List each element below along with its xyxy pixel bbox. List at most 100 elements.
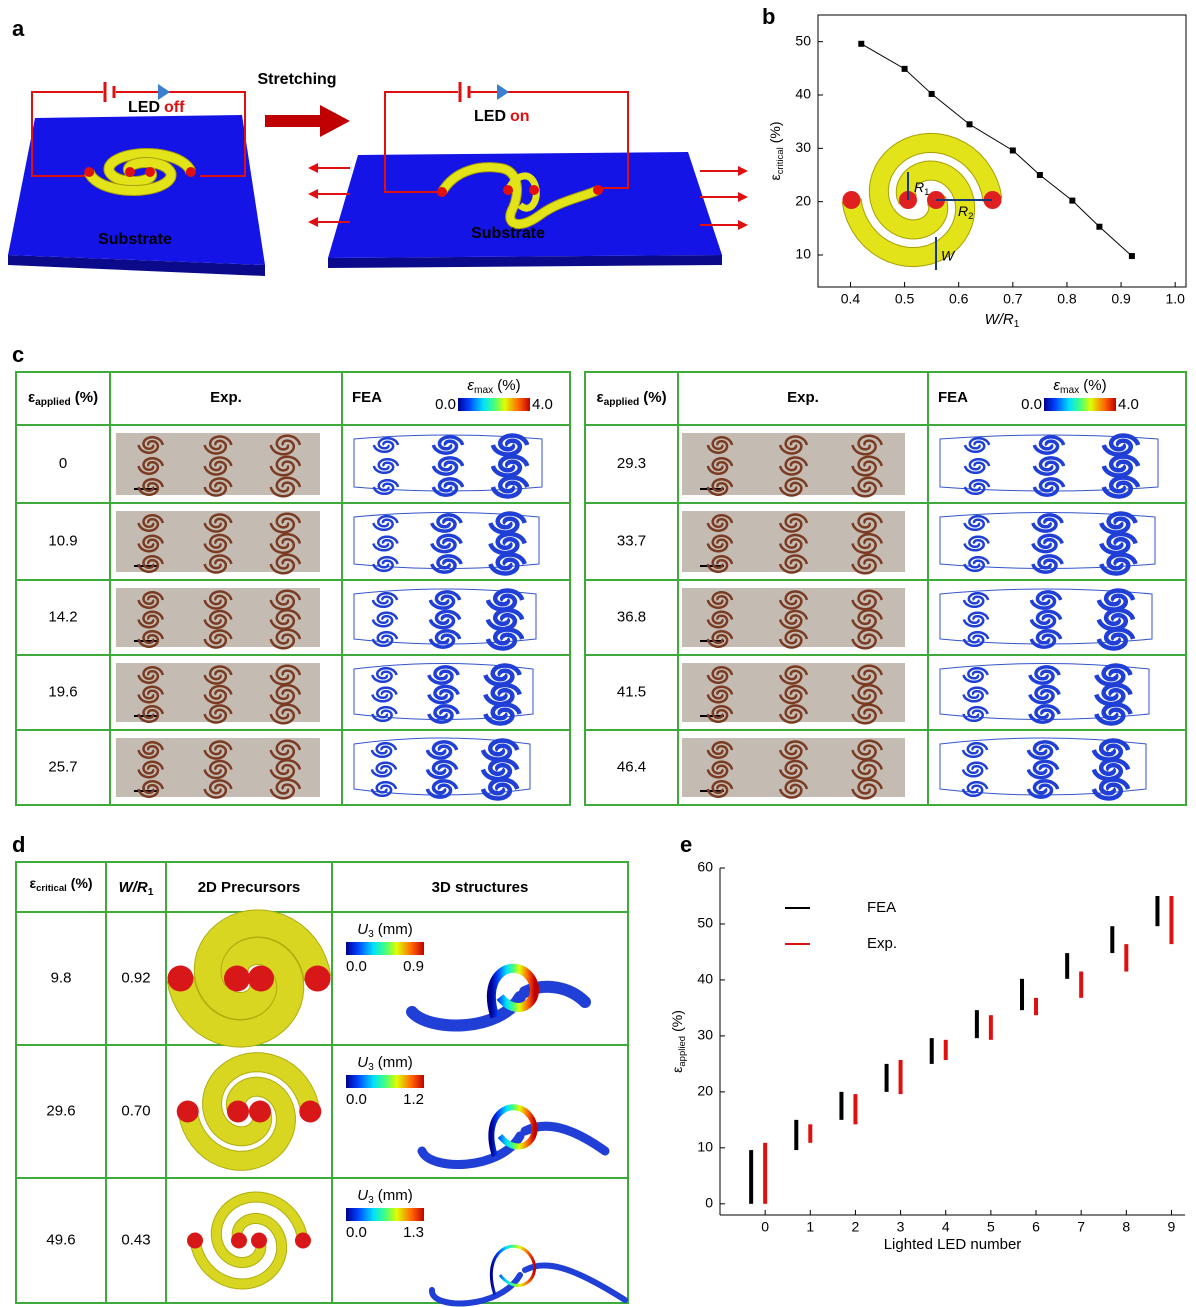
led-label: LEDoff: [128, 99, 185, 116]
fea-spiral: [378, 516, 397, 526]
range-bar: [839, 1092, 843, 1120]
x-tick-label: 9: [1168, 1219, 1176, 1235]
colorbar: [346, 1208, 424, 1221]
fea-spiral: [377, 668, 396, 678]
range-bar: [1020, 979, 1024, 1010]
fea-spiral: [374, 442, 393, 452]
fea-spiral: [372, 711, 391, 721]
column-header: εapplied(%): [28, 389, 98, 408]
fea-spiral: [377, 707, 396, 717]
figure: abcdeLEDoffSubstrateStretchingLEDonSubst…: [0, 0, 1196, 1307]
precursor-spiral-pad: [249, 1101, 271, 1123]
range-bar: [1169, 896, 1173, 944]
range-bar: [1124, 944, 1128, 971]
fea-spiral: [964, 616, 983, 626]
colorbar-title-part: U: [357, 921, 368, 938]
fea-spiral: [377, 763, 396, 773]
fea-spiral: [378, 632, 397, 642]
x-tick-label: 0.7: [1003, 291, 1023, 307]
fea-spiral: [379, 438, 398, 448]
range-bar: [944, 1040, 948, 1060]
column-header-part: ε: [596, 389, 603, 406]
y-axis-label: εapplied(%): [669, 1010, 688, 1073]
panel-label: b: [762, 4, 775, 29]
fea-spiral: [378, 557, 397, 567]
y-tick-label: 30: [795, 139, 811, 155]
column-header: εapplied(%): [596, 389, 666, 408]
led-label-part: on: [510, 108, 530, 125]
precursor-spiral-pad: [224, 966, 250, 992]
y-tick-label: 30: [697, 1027, 713, 1043]
pad: [437, 187, 447, 197]
precursor-spiral-pad: [167, 966, 193, 992]
colorbar-title-part: max: [1060, 385, 1079, 396]
row-value: 29.6: [46, 1102, 75, 1119]
x-axis-label-part: W/R: [985, 311, 1014, 328]
colorbar-max: 4.0: [1118, 396, 1139, 413]
precursor-spiral-pad: [227, 1101, 249, 1123]
marker: [1069, 198, 1075, 204]
fea-spiral: [965, 463, 984, 473]
stretch-arrow: [265, 105, 350, 137]
led-label-part: LED: [128, 99, 160, 116]
fea-spiral: [968, 743, 987, 753]
precursor-spiral-pad: [299, 1101, 321, 1123]
fea-spiral: [969, 593, 988, 603]
precursor-spiral-pad: [187, 1233, 203, 1249]
y-tick-label: 60: [697, 859, 713, 875]
colorbar-title: U3(mm): [357, 1054, 413, 1073]
colorbar-title-part: (mm): [378, 1054, 413, 1071]
fea-spiral: [968, 782, 987, 792]
range-bar: [808, 1124, 812, 1142]
range-bar: [1034, 998, 1038, 1015]
structure-band: [432, 1265, 625, 1303]
y-tick-label: 50: [795, 32, 811, 48]
fea-spiral: [965, 442, 984, 452]
y-axis-label-part: (%): [669, 1010, 685, 1032]
y-tick-label: 20: [795, 192, 811, 208]
inset-spiral: [879, 143, 993, 230]
range-bar: [1079, 972, 1083, 998]
panel-label: d: [12, 832, 25, 857]
colorbar-min: 0.0: [435, 396, 456, 413]
colorbar-title-part: 3: [368, 1195, 374, 1206]
marker: [967, 121, 973, 127]
panel-label: e: [680, 832, 692, 857]
row-value: 29.3: [617, 455, 646, 472]
x-tick-label: 2: [852, 1219, 860, 1235]
y-axis-label-part: critical: [775, 147, 786, 174]
colorbar-min: 0.0: [346, 1091, 367, 1108]
range-bar: [794, 1120, 798, 1150]
colorbar-title-part: 3: [368, 929, 374, 940]
annotation-part: R: [958, 203, 968, 219]
x-tick-label: 6: [1032, 1219, 1040, 1235]
column-header-part: critical: [36, 883, 67, 894]
column-header-part: 1: [148, 887, 154, 898]
range-bar: [763, 1143, 767, 1204]
row-value: 49.6: [46, 1231, 75, 1248]
colorbar-title: εmax(%): [467, 377, 520, 396]
row-value: 9.8: [51, 969, 72, 986]
colorbar-title-part: (mm): [378, 1187, 413, 1204]
y-axis-label-part: applied: [677, 1036, 688, 1067]
fea-spiral: [964, 691, 983, 701]
fea-spiral: [378, 613, 397, 623]
annotation-part: R: [914, 179, 924, 195]
fea-spiral: [378, 593, 397, 603]
y-tick-label: 10: [795, 246, 811, 262]
column-header-part: (%): [75, 389, 98, 406]
y-tick-label: 40: [795, 86, 811, 102]
fea-spiral: [965, 520, 984, 530]
y-tick-label: 20: [697, 1083, 713, 1099]
x-tick-label: 7: [1077, 1219, 1085, 1235]
pad: [503, 185, 513, 195]
x-axis-label-part: 1: [1014, 319, 1020, 330]
fea-spiral: [963, 747, 982, 757]
precursor-spiral-pad: [295, 1233, 311, 1249]
colorbar-max: 1.3: [403, 1224, 424, 1241]
fea-spiral: [372, 691, 391, 701]
colorbar-title-part: U: [357, 1054, 368, 1071]
column-header-part: (%): [643, 389, 666, 406]
pad: [593, 185, 603, 195]
row-value: 10.9: [48, 532, 77, 549]
